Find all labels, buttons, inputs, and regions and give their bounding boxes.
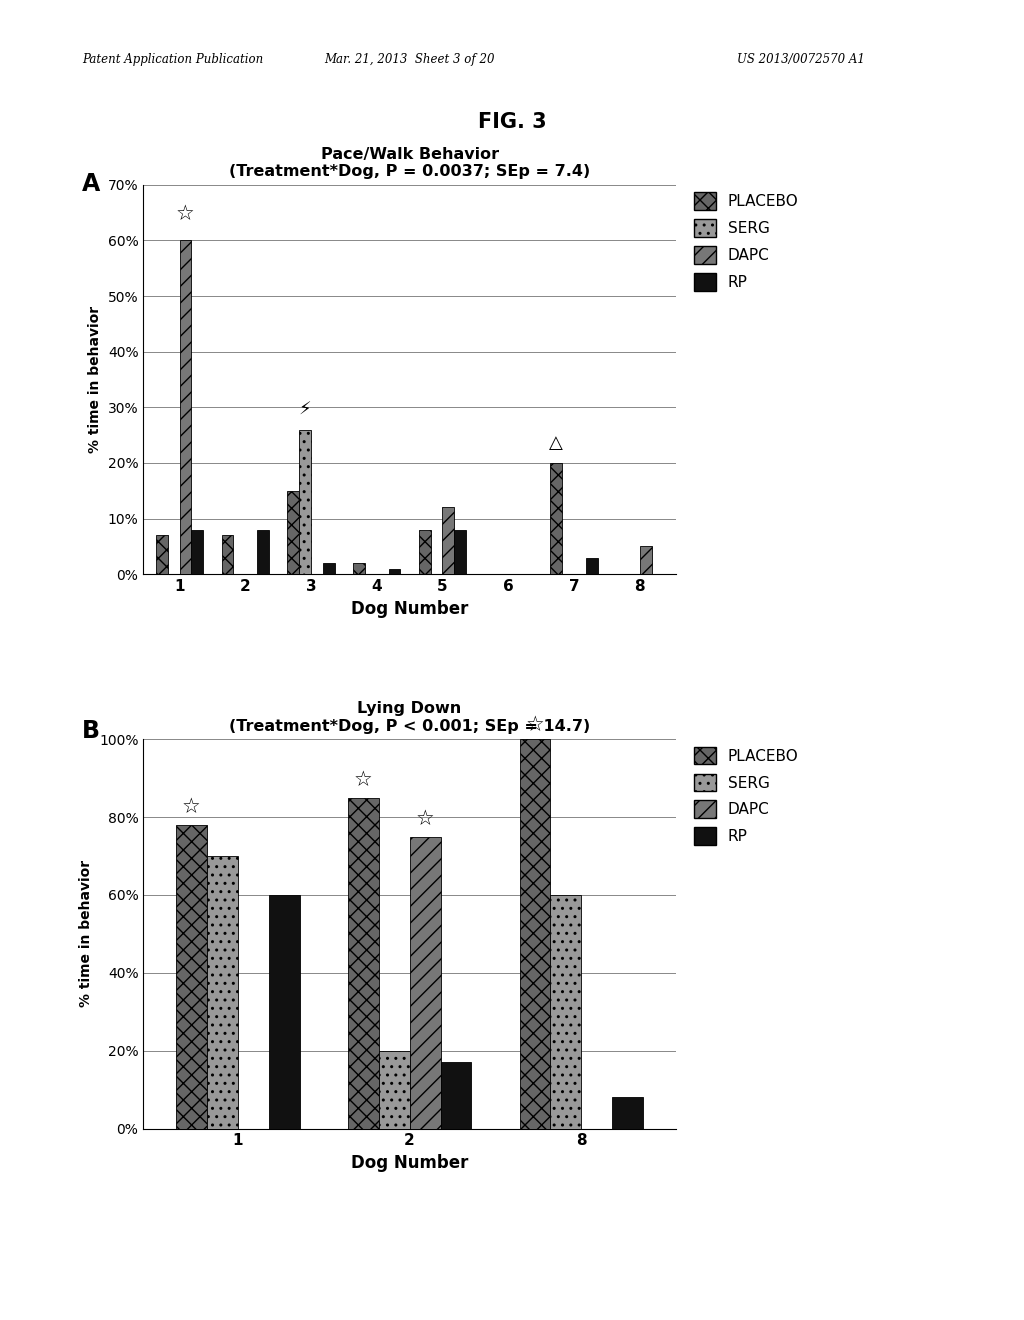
Text: A: A [82,172,100,195]
Legend: PLACEBO, SERG, DAPC, RP: PLACEBO, SERG, DAPC, RP [694,193,799,290]
Y-axis label: % time in behavior: % time in behavior [88,306,102,453]
Text: ☆: ☆ [354,770,373,789]
Bar [455,529,466,574]
Bar [379,1051,410,1129]
Bar [586,557,598,574]
Text: ☆: ☆ [182,797,201,817]
Bar [348,797,379,1129]
Y-axis label: % time in behavior: % time in behavior [80,861,93,1007]
Legend: PLACEBO, SERG, DAPC, RP: PLACEBO, SERG, DAPC, RP [694,747,799,845]
Bar [323,564,335,574]
Bar [440,1063,471,1129]
Bar [442,507,455,574]
Bar [207,857,238,1129]
Bar [156,536,168,574]
Text: US 2013/0072570 A1: US 2013/0072570 A1 [737,53,865,66]
Bar [388,569,400,574]
Text: ☆: ☆ [176,203,195,224]
Text: △: △ [549,434,563,451]
Text: ⚡: ⚡ [299,400,311,418]
Bar [176,825,207,1129]
Text: Mar. 21, 2013  Sheet 3 of 20: Mar. 21, 2013 Sheet 3 of 20 [325,53,495,66]
Text: Patent Application Publication: Patent Application Publication [82,53,263,66]
Bar [257,529,269,574]
Bar [179,240,191,574]
Bar [299,429,311,574]
Text: ☆: ☆ [525,715,545,735]
Bar [551,895,582,1129]
Text: ☆: ☆ [416,809,434,829]
Title: Pace/Walk Behavior
(Treatment*Dog, P = 0.0037; SEp = 7.4): Pace/Walk Behavior (Treatment*Dog, P = 0… [229,147,590,180]
Bar [419,529,431,574]
Bar [519,739,551,1129]
Bar [612,1097,643,1129]
Bar [410,837,440,1129]
Bar [221,536,233,574]
Bar [288,491,299,574]
Text: FIG. 3: FIG. 3 [477,112,547,132]
X-axis label: Dog Number: Dog Number [351,1154,468,1172]
Bar [640,546,651,574]
Bar [353,564,365,574]
X-axis label: Dog Number: Dog Number [351,599,468,618]
Bar [191,529,203,574]
Text: B: B [82,719,100,743]
Title: Lying Down
(Treatment*Dog, P < 0.001; SEp = 14.7): Lying Down (Treatment*Dog, P < 0.001; SE… [229,701,590,734]
Bar [550,463,562,574]
Bar [268,895,300,1129]
